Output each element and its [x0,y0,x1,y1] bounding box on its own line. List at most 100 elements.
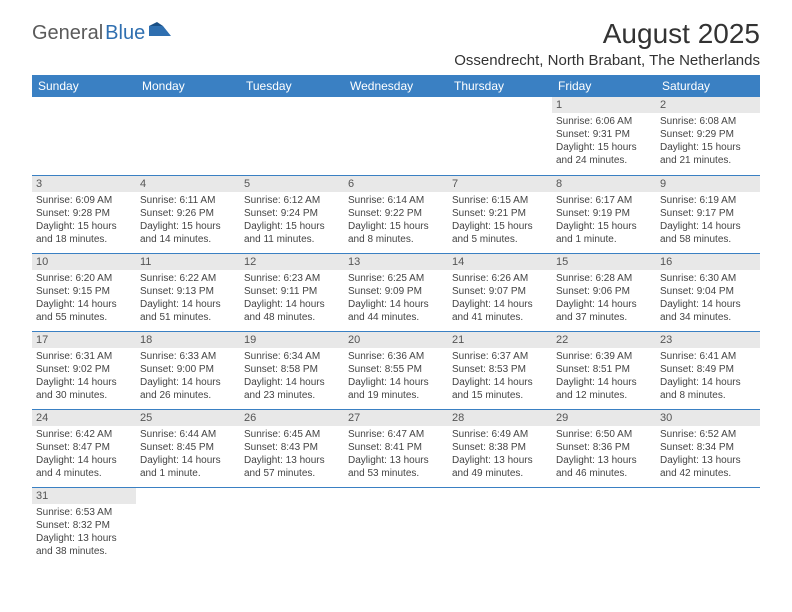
sunrise-text: Sunrise: 6:28 AM [556,272,652,285]
daylight-text: Daylight: 14 hours and 12 minutes. [556,376,652,402]
sunset-text: Sunset: 9:07 PM [452,285,548,298]
daylight-text: Daylight: 13 hours and 49 minutes. [452,454,548,480]
calendar-day-cell [240,97,344,175]
daylight-text: Daylight: 13 hours and 53 minutes. [348,454,444,480]
calendar-day-cell: 25Sunrise: 6:44 AMSunset: 8:45 PMDayligh… [136,409,240,487]
sunrise-text: Sunrise: 6:14 AM [348,194,444,207]
daylight-text: Daylight: 14 hours and 58 minutes. [660,220,756,246]
sunrise-text: Sunrise: 6:47 AM [348,428,444,441]
calendar-day-cell: 24Sunrise: 6:42 AMSunset: 8:47 PMDayligh… [32,409,136,487]
sunset-text: Sunset: 9:19 PM [556,207,652,220]
sunrise-text: Sunrise: 6:06 AM [556,115,652,128]
calendar-day-cell: 30Sunrise: 6:52 AMSunset: 8:34 PMDayligh… [656,409,760,487]
sunset-text: Sunset: 9:31 PM [556,128,652,141]
day-number: 29 [552,410,656,426]
sunset-text: Sunset: 8:43 PM [244,441,340,454]
calendar-week-row: 10Sunrise: 6:20 AMSunset: 9:15 PMDayligh… [32,253,760,331]
day-number: 7 [448,176,552,192]
calendar-day-cell [552,487,656,565]
daylight-text: Daylight: 15 hours and 24 minutes. [556,141,652,167]
day-number: 26 [240,410,344,426]
calendar-day-cell: 13Sunrise: 6:25 AMSunset: 9:09 PMDayligh… [344,253,448,331]
daylight-text: Daylight: 15 hours and 1 minute. [556,220,652,246]
day-number: 10 [32,254,136,270]
calendar-day-cell: 16Sunrise: 6:30 AMSunset: 9:04 PMDayligh… [656,253,760,331]
calendar-day-cell: 9Sunrise: 6:19 AMSunset: 9:17 PMDaylight… [656,175,760,253]
day-number: 2 [656,97,760,113]
calendar-day-cell: 20Sunrise: 6:36 AMSunset: 8:55 PMDayligh… [344,331,448,409]
day-header-row: Sunday Monday Tuesday Wednesday Thursday… [32,75,760,97]
calendar-day-cell: 11Sunrise: 6:22 AMSunset: 9:13 PMDayligh… [136,253,240,331]
daylight-text: Daylight: 15 hours and 5 minutes. [452,220,548,246]
sunset-text: Sunset: 8:32 PM [36,519,132,532]
sunset-text: Sunset: 8:45 PM [140,441,236,454]
calendar-day-cell: 21Sunrise: 6:37 AMSunset: 8:53 PMDayligh… [448,331,552,409]
sunset-text: Sunset: 9:21 PM [452,207,548,220]
sunrise-text: Sunrise: 6:39 AM [556,350,652,363]
sunrise-text: Sunrise: 6:36 AM [348,350,444,363]
day-header: Friday [552,75,656,97]
sunset-text: Sunset: 9:28 PM [36,207,132,220]
calendar-day-cell: 5Sunrise: 6:12 AMSunset: 9:24 PMDaylight… [240,175,344,253]
day-number: 1 [552,97,656,113]
sunrise-text: Sunrise: 6:19 AM [660,194,756,207]
calendar-day-cell: 23Sunrise: 6:41 AMSunset: 8:49 PMDayligh… [656,331,760,409]
calendar-day-cell: 3Sunrise: 6:09 AMSunset: 9:28 PMDaylight… [32,175,136,253]
daylight-text: Daylight: 14 hours and 15 minutes. [452,376,548,402]
sunrise-text: Sunrise: 6:49 AM [452,428,548,441]
sunset-text: Sunset: 9:24 PM [244,207,340,220]
title-block: August 2025 Ossendrecht, North Brabant, … [454,18,760,69]
day-number: 3 [32,176,136,192]
sunset-text: Sunset: 8:47 PM [36,441,132,454]
sunrise-text: Sunrise: 6:44 AM [140,428,236,441]
daylight-text: Daylight: 14 hours and 44 minutes. [348,298,444,324]
calendar-day-cell: 15 Sunrise: 6:28 AMSunset: 9:06 PMDayligh… [552,253,656,331]
sunset-text: Sunset: 9:09 PM [348,285,444,298]
day-number: 15 [552,254,656,270]
daylight-text: Daylight: 14 hours and 26 minutes. [140,376,236,402]
day-number: 17 [32,332,136,348]
sunset-text: Sunset: 8:58 PM [244,363,340,376]
daylight-text: Daylight: 13 hours and 46 minutes. [556,454,652,480]
sunset-text: Sunset: 9:26 PM [140,207,236,220]
calendar-day-cell [656,487,760,565]
day-number: 16 [656,254,760,270]
sunset-text: Sunset: 9:11 PM [244,285,340,298]
day-header: Monday [136,75,240,97]
sunset-text: Sunset: 8:38 PM [452,441,548,454]
calendar-week-row: 1 Sunrise: 6:06 AMSunset: 9:31 PMDaylight… [32,97,760,175]
daylight-text: Daylight: 14 hours and 23 minutes. [244,376,340,402]
daylight-text: Daylight: 13 hours and 57 minutes. [244,454,340,480]
sunrise-text: Sunrise: 6:41 AM [660,350,756,363]
calendar-day-cell [448,97,552,175]
daylight-text: Daylight: 13 hours and 42 minutes. [660,454,756,480]
calendar-table: Sunday Monday Tuesday Wednesday Thursday… [32,75,760,565]
calendar-day-cell: 18Sunrise: 6:33 AMSunset: 9:00 PMDayligh… [136,331,240,409]
calendar-day-cell: 2Sunrise: 6:08 AMSunset: 9:29 PMDaylight… [656,97,760,175]
calendar-day-cell: 22Sunrise: 6:39 AMSunset: 8:51 PMDayligh… [552,331,656,409]
month-title: August 2025 [454,18,760,50]
calendar-day-cell: 1 Sunrise: 6:06 AMSunset: 9:31 PMDaylight… [552,97,656,175]
daylight-text: Daylight: 14 hours and 19 minutes. [348,376,444,402]
calendar-day-cell: 28Sunrise: 6:49 AMSunset: 8:38 PMDayligh… [448,409,552,487]
day-header: Tuesday [240,75,344,97]
day-number: 25 [136,410,240,426]
sunrise-text: Sunrise: 6:26 AM [452,272,548,285]
calendar-week-row: 3Sunrise: 6:09 AMSunset: 9:28 PMDaylight… [32,175,760,253]
day-number: 24 [32,410,136,426]
calendar-day-cell: 12Sunrise: 6:23 AMSunset: 9:11 PMDayligh… [240,253,344,331]
sunset-text: Sunset: 8:36 PM [556,441,652,454]
calendar-day-cell: 8Sunrise: 6:17 AMSunset: 9:19 PMDaylight… [552,175,656,253]
sunrise-text: Sunrise: 6:42 AM [36,428,132,441]
daylight-text: Daylight: 14 hours and 8 minutes. [660,376,756,402]
sunrise-text: Sunrise: 6:23 AM [244,272,340,285]
daylight-text: Daylight: 14 hours and 34 minutes. [660,298,756,324]
sunset-text: Sunset: 8:41 PM [348,441,444,454]
sunset-text: Sunset: 9:17 PM [660,207,756,220]
daylight-text: Daylight: 14 hours and 37 minutes. [556,298,652,324]
sunset-text: Sunset: 9:06 PM [556,285,652,298]
day-number: 22 [552,332,656,348]
calendar-week-row: 31Sunrise: 6:53 AMSunset: 8:32 PMDayligh… [32,487,760,565]
day-number: 27 [344,410,448,426]
day-number: 4 [136,176,240,192]
